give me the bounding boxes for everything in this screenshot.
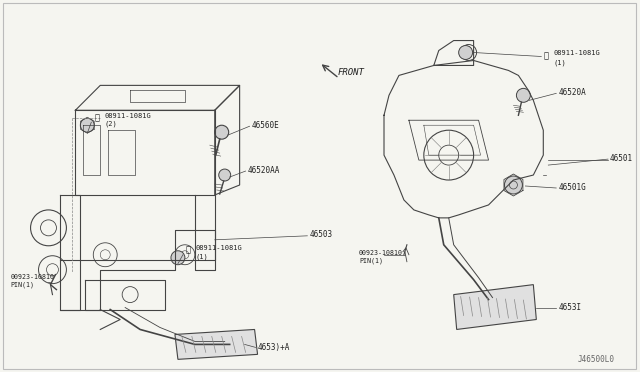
Text: 46520A: 46520A [558, 88, 586, 97]
Text: 46520AA: 46520AA [248, 166, 280, 174]
Circle shape [459, 45, 472, 60]
Text: 4653)+A: 4653)+A [257, 343, 290, 352]
Text: 4653I: 4653I [558, 303, 581, 312]
Text: 46560E: 46560E [252, 121, 279, 130]
Text: 08911-1081G: 08911-1081G [104, 113, 151, 119]
Circle shape [504, 176, 522, 194]
Text: 46501G: 46501G [558, 183, 586, 192]
Text: 46503: 46503 [309, 230, 332, 239]
Text: 08911-1081G: 08911-1081G [196, 245, 243, 251]
Circle shape [81, 118, 94, 132]
Circle shape [215, 125, 228, 139]
Text: 08911-1081G: 08911-1081G [553, 51, 600, 57]
Text: (2): (2) [104, 121, 117, 128]
Text: 00923-10810: 00923-10810 [11, 274, 54, 280]
Text: (1): (1) [196, 253, 209, 260]
Circle shape [219, 169, 230, 181]
Text: Ⓝ: Ⓝ [94, 114, 99, 123]
Text: 00923-10810: 00923-10810 [359, 250, 403, 256]
Text: 46501: 46501 [610, 154, 633, 163]
Text: Ⓝ: Ⓝ [186, 245, 191, 254]
Polygon shape [175, 330, 257, 359]
Text: J46500L0: J46500L0 [578, 355, 615, 364]
Text: PIN(1): PIN(1) [11, 281, 35, 288]
Circle shape [171, 251, 185, 265]
Text: Ⓝ: Ⓝ [543, 51, 548, 60]
Text: FRONT: FRONT [337, 68, 364, 77]
Text: PIN(1): PIN(1) [359, 257, 383, 264]
Polygon shape [454, 285, 536, 330]
Circle shape [516, 89, 531, 102]
Text: (1): (1) [553, 59, 566, 66]
